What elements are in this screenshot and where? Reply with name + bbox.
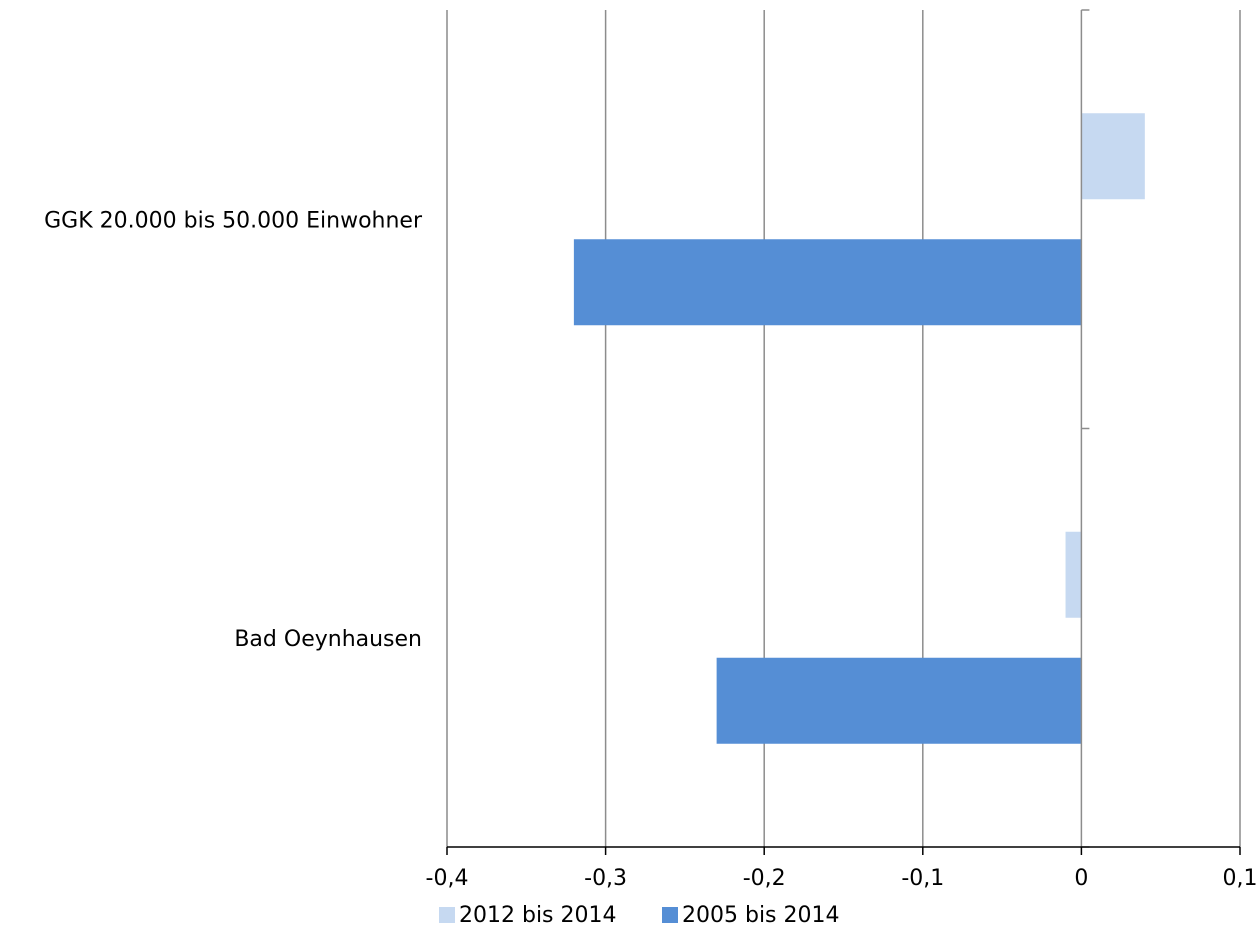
x-tick-label: 0,1 xyxy=(1223,866,1258,891)
bars xyxy=(573,113,1145,744)
x-tick-label: 0 xyxy=(1074,866,1088,891)
bar-series1 xyxy=(1065,531,1082,618)
category-label: GGK 20.000 bis 50.000 Einwohner xyxy=(44,208,423,233)
axes xyxy=(446,9,1241,855)
x-tick-label: -0,1 xyxy=(901,866,944,891)
legend: 2012 bis 2014 2005 bis 2014 xyxy=(439,903,840,928)
legend-swatch xyxy=(662,907,678,923)
x-tick-label: -0,4 xyxy=(426,866,469,891)
bar-series2 xyxy=(716,657,1082,744)
category-label: Bad Oeynhausen xyxy=(234,627,422,652)
bar-series2 xyxy=(573,239,1082,326)
x-tick-label: -0,3 xyxy=(584,866,627,891)
legend-label: 2005 bis 2014 xyxy=(682,903,840,928)
legend-swatch xyxy=(439,907,455,923)
legend-label: 2012 bis 2014 xyxy=(459,903,617,928)
category-labels: GGK 20.000 bis 50.000 Einwohner Bad Oeynh… xyxy=(44,208,423,652)
x-tick-label: -0,2 xyxy=(743,866,786,891)
bar-series1 xyxy=(1081,113,1145,200)
x-tick-labels: -0,4 -0,3 -0,2 -0,1 0 0,1 xyxy=(426,866,1258,891)
